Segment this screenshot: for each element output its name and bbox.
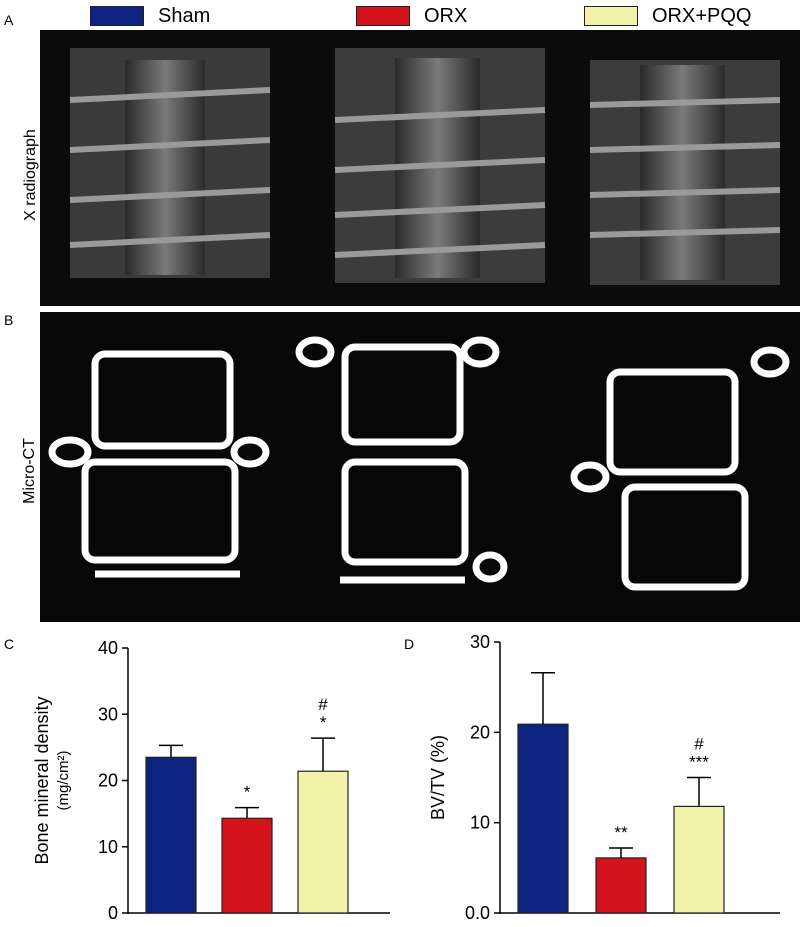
xray-specimen-sham [69, 48, 271, 278]
bar-sham [517, 723, 569, 914]
legend-swatch-orx [356, 6, 410, 26]
xray-image [69, 48, 781, 285]
significance-label: # [694, 735, 704, 754]
y-tick-label: 20 [470, 722, 490, 742]
legend-item-orx-pqq: ORX+PQQ [584, 4, 751, 28]
legend-label-orx-pqq: ORX+PQQ [652, 4, 752, 27]
bar-orx-pqq [673, 805, 725, 914]
significance-label: # [318, 695, 328, 714]
xray-specimen-orx [334, 48, 546, 283]
panel-letter-c: C [4, 636, 15, 652]
bar-orx [221, 817, 273, 914]
significance-label: ** [614, 823, 628, 842]
y-tick-label: 30 [470, 632, 490, 652]
xray-specimen-orx-pqq [589, 60, 781, 285]
legend-label-orx: ORX [424, 4, 468, 27]
legend-swatch-orx-pqq [584, 6, 638, 26]
y-tick-label: 0.0 [465, 903, 490, 923]
y-axis-label: BV/TV (%) [428, 735, 448, 820]
legend-item-orx: ORX [356, 4, 467, 28]
y-axis-unit-label: (mg/cm²) [55, 751, 72, 811]
bvtv-chart: 0.0 10 20 30 BV/TV (%) ** #*** [428, 632, 780, 923]
legend-swatch-sham [90, 6, 144, 26]
y-tick-label: 0 [108, 903, 118, 923]
significance-label: * [244, 783, 251, 802]
y-tick-label: 40 [98, 638, 118, 658]
y-tick-label: 10 [470, 813, 490, 833]
row-label-xray: X radiograph [22, 129, 39, 221]
microct-image [48, 336, 790, 591]
bar-sham [145, 756, 197, 914]
significance-label: * [320, 713, 327, 732]
y-tick-label: 10 [98, 837, 118, 857]
panel-letter-a: A [4, 12, 14, 28]
y-tick-label: 30 [98, 704, 118, 724]
microct-specimen-orx [295, 336, 508, 584]
legend-label-sham: Sham [158, 4, 211, 27]
y-axis-label: Bone mineral density [32, 696, 52, 864]
panel-letter-d: D [404, 636, 415, 652]
y-tick-label: 20 [98, 771, 118, 791]
significance-label: *** [689, 753, 709, 772]
bar-orx [595, 857, 647, 914]
microct-specimen-sham [48, 350, 270, 578]
microct-specimen-orx-pqq [570, 346, 790, 591]
panel-letter-b: B [4, 312, 14, 328]
microct-image-panel [40, 312, 800, 622]
row-label-microct: Micro-CT [21, 438, 38, 504]
legend-item-sham: Sham [90, 4, 210, 28]
bar-orx-pqq [297, 770, 349, 914]
xray-image-panel [40, 30, 800, 306]
